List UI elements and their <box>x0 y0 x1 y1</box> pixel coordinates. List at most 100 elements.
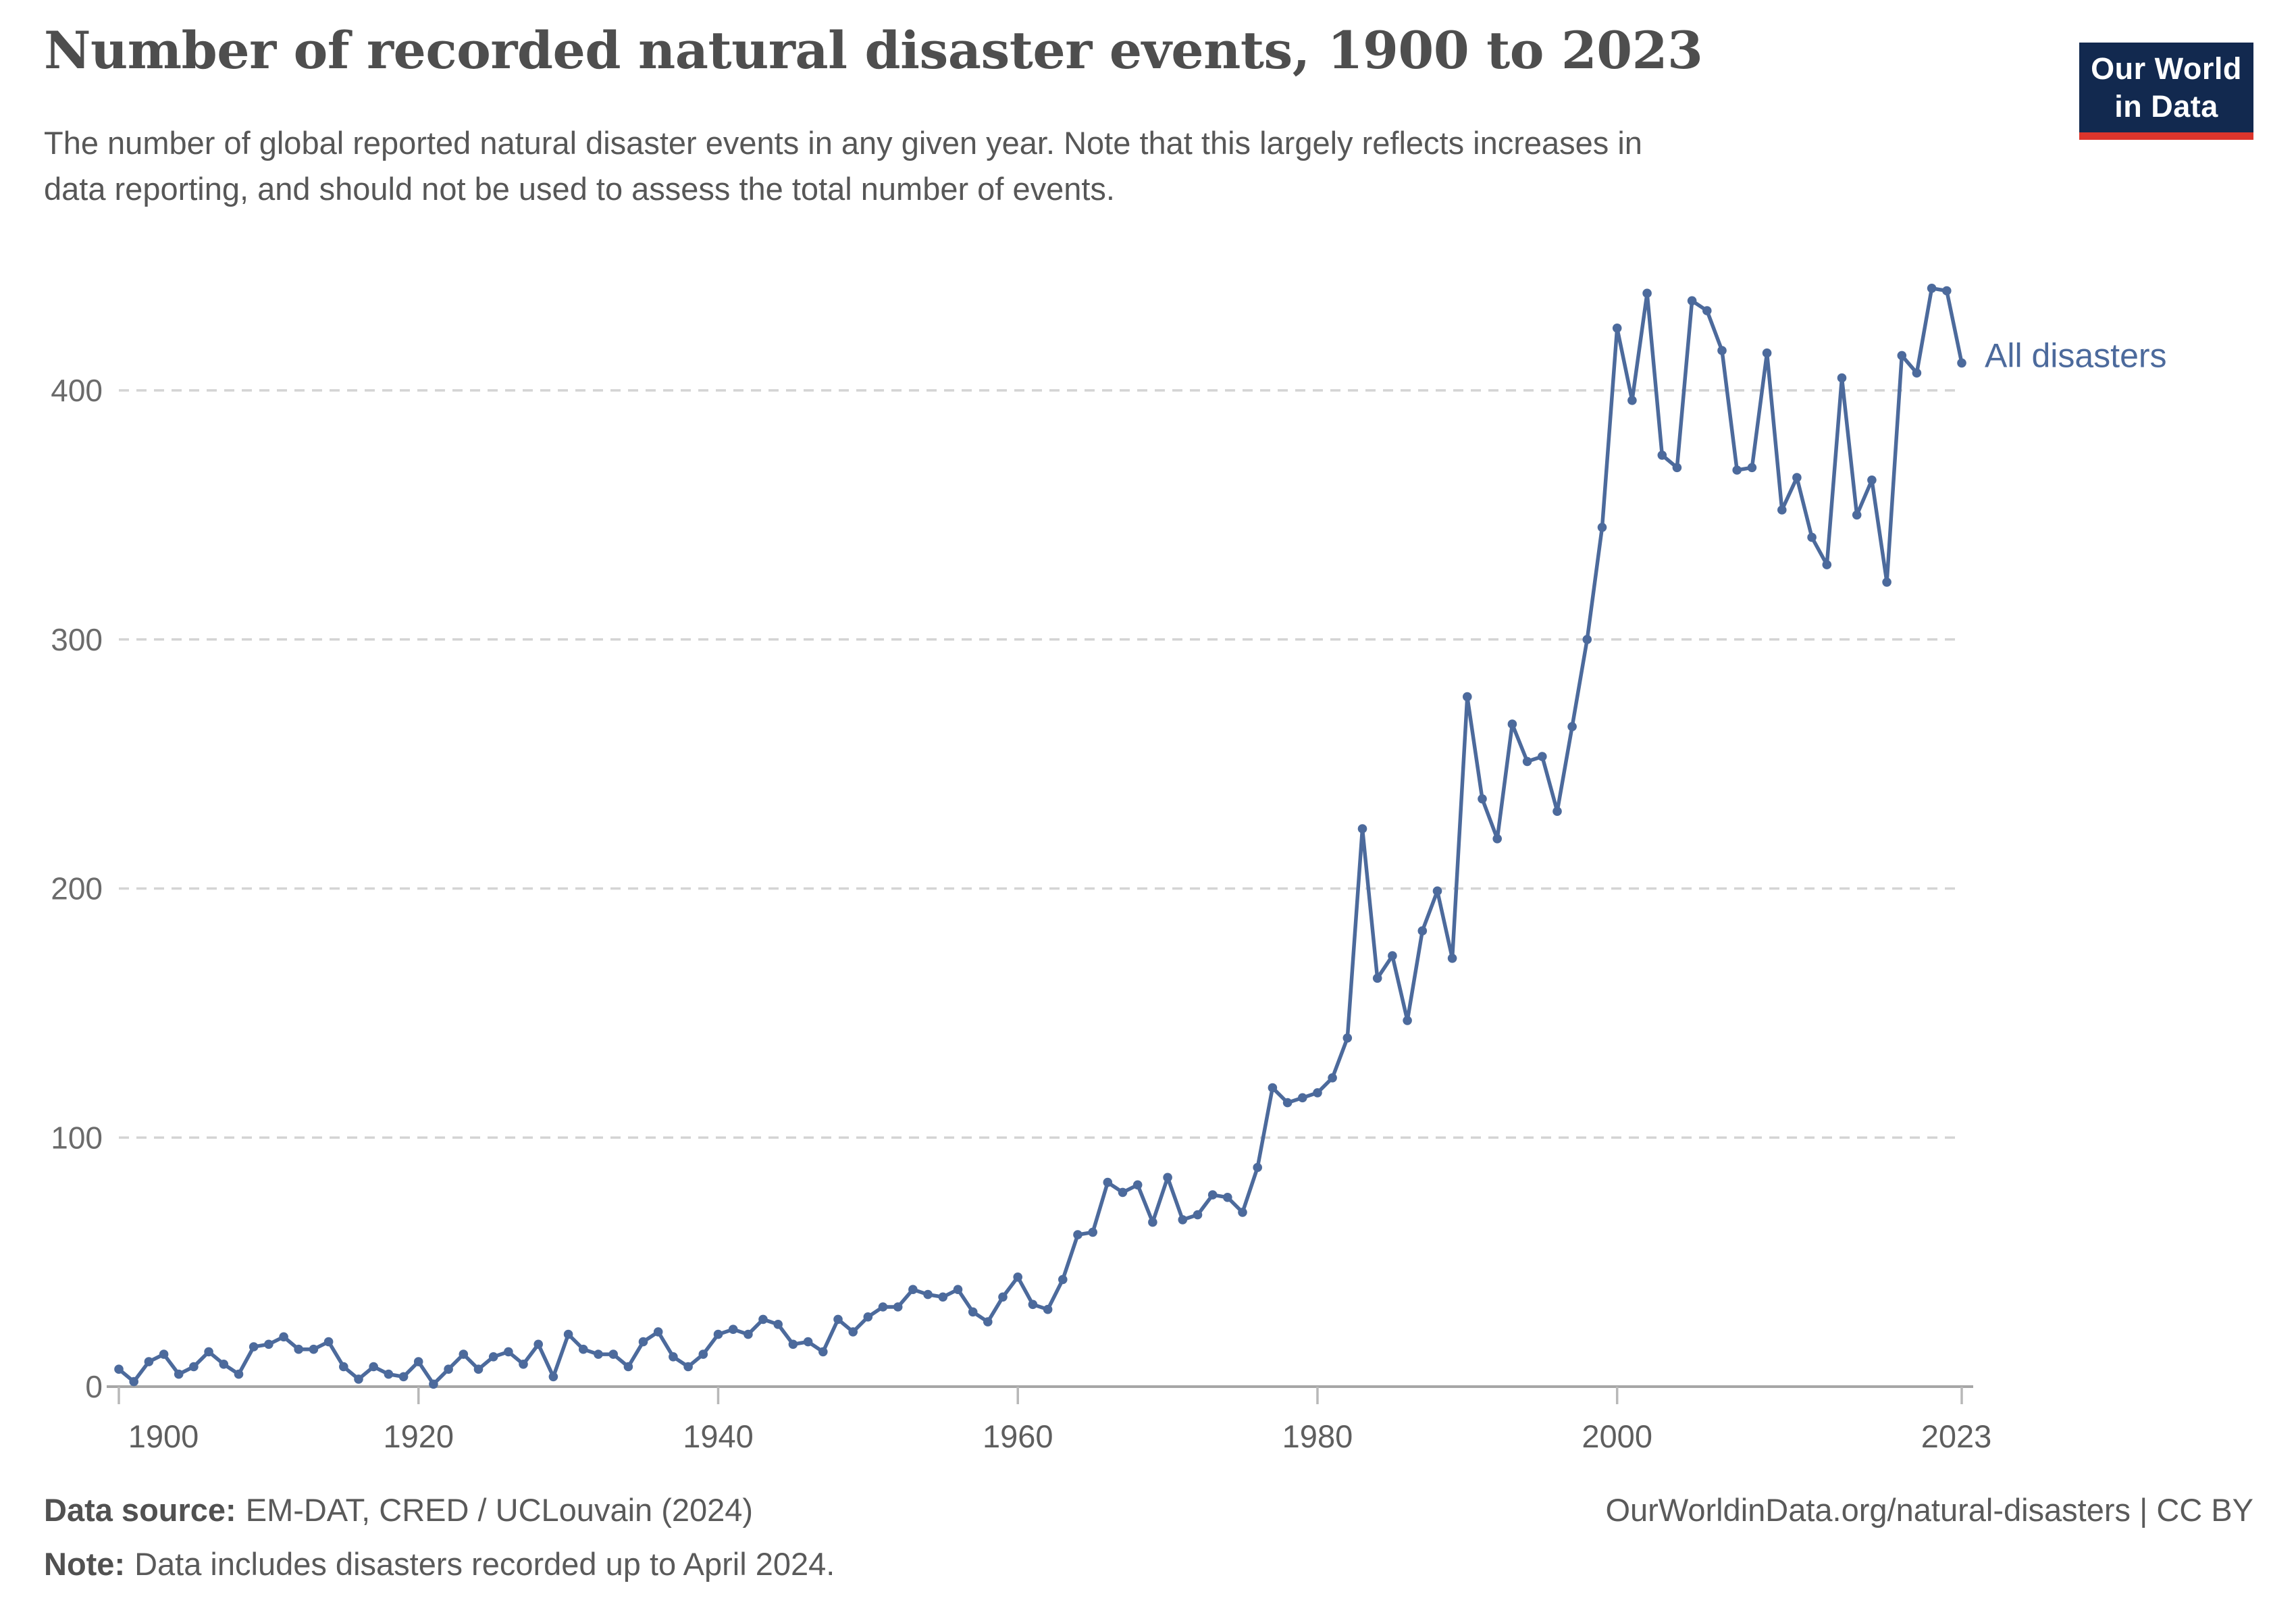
data-point[interactable] <box>309 1344 319 1354</box>
data-point[interactable] <box>1132 1180 1143 1190</box>
data-point[interactable] <box>953 1285 963 1294</box>
data-point[interactable] <box>1298 1093 1307 1103</box>
data-point[interactable] <box>669 1352 678 1362</box>
data-point[interactable] <box>1088 1227 1097 1237</box>
data-point[interactable] <box>429 1379 438 1389</box>
data-point[interactable] <box>174 1369 184 1379</box>
data-point[interactable] <box>1148 1217 1157 1227</box>
data-point[interactable] <box>1328 1073 1337 1083</box>
data-point[interactable] <box>1942 286 1952 296</box>
data-line-all-disasters[interactable] <box>117 286 1964 1387</box>
data-point[interactable] <box>1357 824 1367 833</box>
data-point[interactable] <box>1538 752 1547 761</box>
data-point[interactable] <box>1253 1162 1262 1173</box>
data-point[interactable] <box>938 1292 948 1302</box>
data-point[interactable] <box>1492 834 1502 844</box>
data-point[interactable] <box>683 1362 693 1372</box>
data-point[interactable] <box>1717 346 1727 355</box>
data-point[interactable] <box>1777 505 1787 515</box>
data-point[interactable] <box>893 1302 903 1312</box>
data-point[interactable] <box>1403 1016 1412 1025</box>
data-point[interactable] <box>1432 886 1442 896</box>
data-point[interactable] <box>1612 324 1622 333</box>
data-point[interactable] <box>728 1324 738 1334</box>
data-point[interactable] <box>234 1369 244 1379</box>
data-point[interactable] <box>848 1327 858 1337</box>
data-point[interactable] <box>384 1369 394 1379</box>
data-point[interactable] <box>1657 451 1667 460</box>
data-point[interactable] <box>1762 348 1772 358</box>
data-point[interactable] <box>264 1339 273 1349</box>
data-point[interactable] <box>1792 473 1802 482</box>
data-point[interactable] <box>1927 284 1937 293</box>
data-point[interactable] <box>1507 719 1517 729</box>
data-point[interactable] <box>1058 1275 1068 1285</box>
data-point[interactable] <box>548 1372 558 1382</box>
data-point[interactable] <box>369 1362 378 1372</box>
data-point[interactable] <box>1282 1098 1293 1108</box>
data-point[interactable] <box>504 1347 513 1357</box>
data-point[interactable] <box>1747 463 1757 473</box>
data-point[interactable] <box>159 1349 169 1359</box>
data-point[interactable] <box>249 1342 259 1352</box>
data-point[interactable] <box>1882 577 1891 587</box>
data-point[interactable] <box>1388 951 1397 960</box>
data-point[interactable] <box>459 1349 469 1359</box>
data-point[interactable] <box>594 1349 603 1359</box>
data-point[interactable] <box>878 1302 888 1312</box>
data-point[interactable] <box>1522 756 1532 767</box>
data-point[interactable] <box>533 1339 543 1349</box>
data-point[interactable] <box>713 1329 723 1339</box>
data-point[interactable] <box>863 1312 873 1322</box>
data-point[interactable] <box>1163 1173 1172 1183</box>
data-point[interactable] <box>1702 306 1712 315</box>
data-point[interactable] <box>1852 510 1862 520</box>
data-point[interactable] <box>473 1364 484 1374</box>
data-point[interactable] <box>788 1339 798 1349</box>
data-point[interactable] <box>1178 1215 1188 1225</box>
data-point[interactable] <box>1013 1272 1022 1282</box>
data-point[interactable] <box>1478 794 1487 804</box>
data-point[interactable] <box>908 1285 918 1294</box>
data-point[interactable] <box>1193 1210 1203 1220</box>
data-point[interactable] <box>189 1362 199 1372</box>
data-point[interactable] <box>413 1357 423 1366</box>
data-point[interactable] <box>488 1352 498 1362</box>
data-point[interactable] <box>1207 1190 1218 1200</box>
data-point[interactable] <box>1118 1187 1128 1198</box>
data-point[interactable] <box>833 1314 843 1324</box>
data-point[interactable] <box>1073 1230 1082 1239</box>
data-point[interactable] <box>279 1332 288 1342</box>
data-point[interactable] <box>758 1314 768 1324</box>
data-point[interactable] <box>1313 1088 1322 1098</box>
data-point[interactable] <box>1957 358 1966 368</box>
data-point[interactable] <box>998 1292 1008 1302</box>
data-point[interactable] <box>923 1289 933 1300</box>
data-point[interactable] <box>1103 1177 1113 1187</box>
data-point[interactable] <box>1897 351 1907 361</box>
data-point[interactable] <box>1597 523 1607 532</box>
data-point[interactable] <box>144 1357 154 1366</box>
data-point[interactable] <box>1732 465 1742 475</box>
data-point[interactable] <box>398 1372 409 1382</box>
data-point[interactable] <box>294 1344 304 1354</box>
data-point[interactable] <box>983 1317 993 1327</box>
data-point[interactable] <box>968 1307 978 1317</box>
data-point[interactable] <box>818 1347 828 1357</box>
data-point[interactable] <box>743 1329 753 1339</box>
data-point[interactable] <box>1582 635 1592 644</box>
data-point[interactable] <box>444 1364 453 1374</box>
data-point[interactable] <box>323 1337 334 1347</box>
data-point[interactable] <box>579 1344 588 1354</box>
data-point[interactable] <box>1807 532 1817 542</box>
data-point[interactable] <box>1043 1304 1053 1314</box>
cc-by-link[interactable]: OurWorldinData.org/natural-disasters | C… <box>1605 1492 2253 1528</box>
data-point[interactable] <box>1223 1193 1232 1202</box>
data-point[interactable] <box>1447 954 1457 963</box>
data-point[interactable] <box>1553 806 1562 816</box>
data-point[interactable] <box>1342 1033 1353 1043</box>
owid-logo[interactable]: Our World in Data <box>2079 43 2253 140</box>
data-point[interactable] <box>1238 1208 1247 1217</box>
data-point[interactable] <box>1822 560 1832 569</box>
